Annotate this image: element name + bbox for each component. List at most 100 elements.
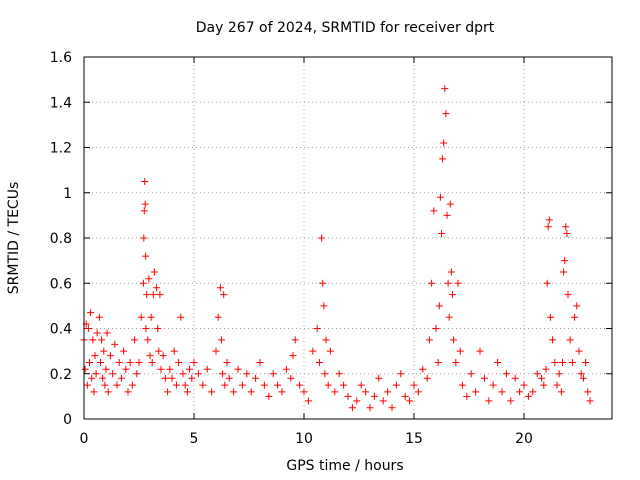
data-point (551, 358, 559, 366)
data-point (225, 374, 233, 382)
data-point (179, 370, 187, 378)
data-point (247, 388, 255, 396)
data-point (584, 388, 592, 396)
data-point (313, 325, 321, 332)
data-point (545, 216, 553, 224)
data-point (507, 397, 515, 405)
data-point (256, 358, 264, 366)
data-point (542, 365, 550, 373)
data-point (120, 347, 128, 355)
data-point (366, 404, 374, 412)
y-tick-label: 1.4 (50, 95, 72, 111)
data-point (322, 336, 330, 344)
data-point (388, 404, 396, 412)
x-axis-ticks: 0 5 10 15 20 (80, 57, 533, 447)
data-point (543, 279, 551, 287)
data-point (155, 347, 163, 355)
data-point (428, 279, 436, 287)
data-point (135, 358, 143, 366)
data-point (489, 381, 497, 389)
data-point (467, 370, 475, 378)
data-point (444, 279, 452, 287)
y-tick-label: 1 (63, 186, 72, 202)
y-tick-label: 0.2 (50, 367, 72, 383)
x-tick-label: 10 (295, 431, 313, 447)
data-point (177, 313, 185, 321)
data-point (568, 358, 576, 366)
data-point (219, 370, 227, 378)
data-point (144, 336, 152, 344)
data-point (87, 309, 95, 317)
data-point (102, 365, 110, 373)
data-point (549, 336, 557, 344)
data-point (131, 336, 139, 344)
data-point (406, 397, 414, 405)
data-point (109, 370, 117, 378)
data-point (170, 347, 178, 355)
chart-title: Day 267 of 2024, SRMTID for receiver dpr… (196, 20, 495, 36)
data-point (83, 381, 91, 389)
data-point (100, 347, 108, 355)
data-point (291, 336, 299, 344)
y-tick-label: 0.8 (50, 231, 72, 247)
data-point (203, 365, 211, 373)
data-point (86, 358, 93, 366)
data-point (516, 388, 524, 396)
data-point (566, 336, 574, 344)
data-point (315, 358, 323, 366)
data-point (181, 381, 189, 389)
data-point (223, 358, 231, 366)
data-point (81, 365, 89, 373)
data-point (260, 381, 268, 389)
data-point (452, 358, 460, 366)
y-axis-ticks: 0 0.2 0.4 0.6 0.8 1 1.2 1.4 1.6 (50, 50, 612, 428)
data-point (183, 388, 191, 396)
data-point (397, 370, 405, 378)
data-point (84, 325, 92, 332)
data-point (90, 388, 98, 396)
data-point (146, 352, 154, 360)
data-point (439, 155, 447, 163)
data-point (113, 381, 121, 389)
data-point (149, 291, 157, 299)
data-point (269, 370, 277, 378)
data-point (159, 352, 167, 360)
data-point (265, 392, 273, 400)
y-tick-label: 0.4 (50, 322, 72, 338)
data-point (344, 392, 352, 400)
data-point (104, 388, 112, 396)
data-point (586, 397, 594, 405)
data-point (117, 374, 125, 382)
data-point (440, 139, 448, 147)
data-point (425, 336, 433, 344)
data-point (579, 374, 587, 382)
data-point (278, 388, 286, 396)
data-point (320, 302, 328, 310)
data-point (362, 388, 370, 396)
data-point (194, 370, 202, 378)
data-point (289, 352, 297, 360)
data-point (432, 325, 440, 332)
data-point (438, 229, 445, 237)
data-point (577, 370, 585, 378)
data-point (443, 211, 451, 219)
data-point (494, 358, 502, 366)
data-point (544, 223, 552, 231)
data-point (208, 388, 216, 396)
data-point (212, 347, 220, 355)
data-point (99, 374, 107, 382)
data-point (414, 388, 422, 396)
data-point (573, 302, 581, 310)
data-point (89, 336, 97, 344)
data-point (199, 381, 207, 389)
data-point (186, 365, 194, 373)
data-point (88, 374, 96, 382)
data-point (447, 268, 455, 276)
data-point (139, 279, 147, 287)
data-point (252, 374, 260, 382)
data-point (575, 347, 583, 355)
data-point (524, 392, 532, 400)
data-point (562, 223, 570, 231)
data-point (150, 268, 158, 276)
grid (84, 57, 612, 419)
